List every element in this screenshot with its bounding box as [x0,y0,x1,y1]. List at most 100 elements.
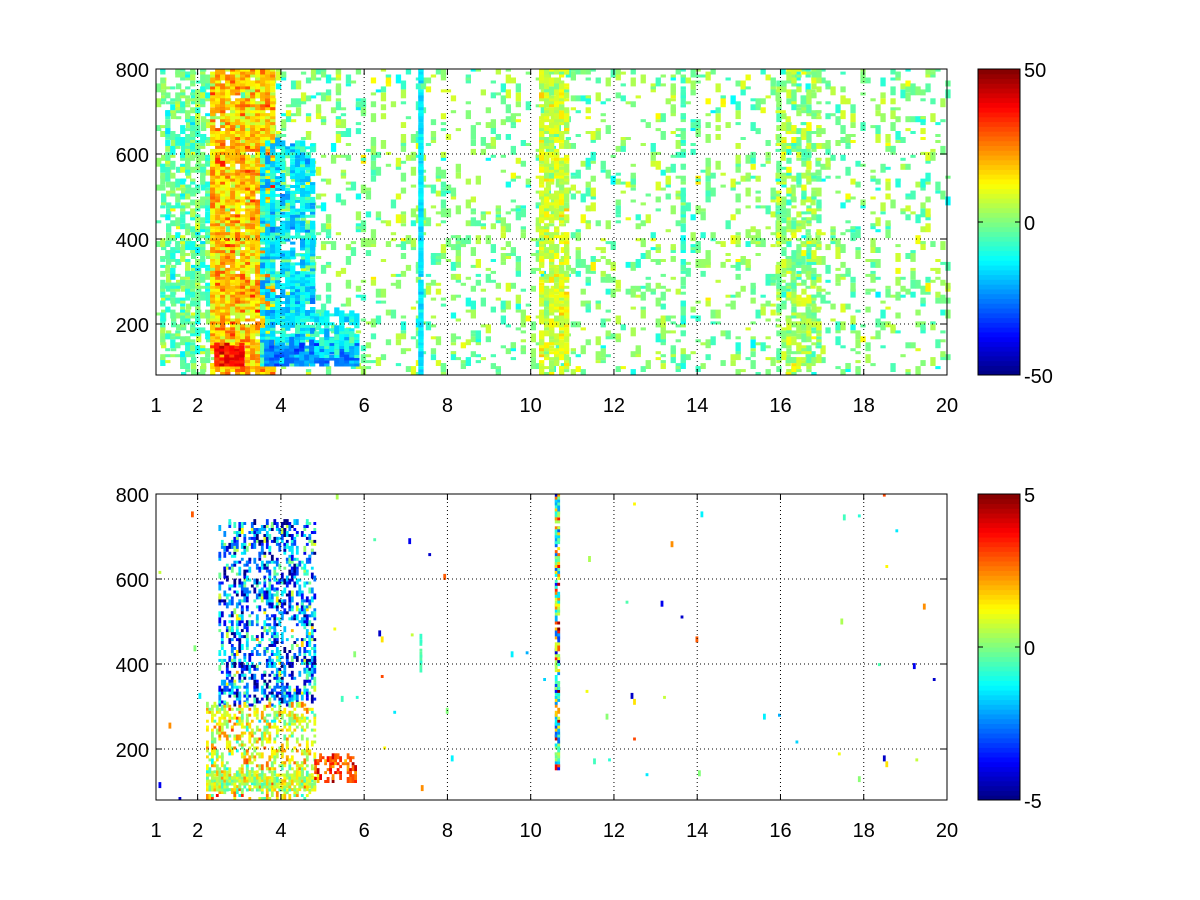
heatmap-cell [205,264,211,268]
heatmap-cell [275,134,282,137]
heatmap-cell [418,163,424,167]
heatmap-cell [695,315,701,322]
heatmap-cell [418,122,424,128]
heatmap-cell [230,113,236,123]
heatmap-cell [274,354,280,361]
heatmap-cell [355,294,362,298]
heatmap-cell [595,351,601,361]
heatmap-cell [786,166,792,173]
heatmap-cell [206,143,212,146]
heatmap-cell [165,172,171,182]
heatmap-cell [260,253,266,257]
heatmap-cell [170,172,176,179]
heatmap-cell [750,285,756,295]
heatmap-cell [786,291,792,298]
heatmap-cell [830,229,836,233]
heatmap-cell [715,134,721,140]
heatmap-cell [535,250,541,254]
heatmap-cell [215,175,221,179]
heatmap-cell [325,241,332,245]
heatmap-cell [280,173,286,177]
heatmap-cell [554,264,560,268]
heatmap-cell [870,223,876,227]
heatmap-cell [235,71,241,78]
heatmap-cell [329,355,335,358]
heatmap-cell [570,351,576,355]
heatmap-cell [235,303,241,307]
heatmap-cell [245,369,251,373]
heatmap-cell [240,259,246,262]
heatmap-cell [280,140,286,147]
heatmap-cell [425,77,432,84]
heatmap-cell [335,69,342,75]
heatmap-cell [715,107,721,114]
heatmap-cell [785,116,791,123]
heatmap-cell [310,318,316,322]
heatmap-cell [865,291,871,295]
heatmap-cell [755,205,761,209]
heatmap-cell [175,193,181,197]
heatmap-cell [240,169,246,173]
heatmap-cell [260,74,266,84]
heatmap-cell [190,288,196,298]
heatmap-cell [600,250,606,254]
heatmap-cell [225,288,231,292]
heatmap-cell [895,140,901,143]
heatmap-cell [825,327,831,334]
heatmap-cell [544,366,550,370]
heatmap-cell [285,342,292,346]
heatmap-cell [166,273,172,283]
heatmap-cell [650,160,656,167]
heatmap-cell [165,92,171,99]
heatmap-cell [418,279,424,283]
heatmap-cell [800,220,806,230]
heatmap-cell [280,315,286,319]
heatmap-cell [245,238,251,245]
heatmap-cell [820,357,826,364]
heatmap-cell [234,360,240,367]
heatmap-cell [570,107,576,111]
heatmap-cell [260,304,266,307]
heatmap-cell [305,250,311,260]
heatmap-cell [170,270,176,280]
heatmap-cell [418,187,424,194]
heatmap-cell [525,71,531,75]
heatmap-cell [730,184,736,191]
heatmap-cell [850,282,856,292]
heatmap-cell [660,324,666,334]
heatmap-cell [185,253,191,256]
heatmap-cell [305,310,311,316]
heatmap-cell [314,342,320,346]
heatmap-cell [385,163,392,167]
heatmap-cell [300,298,306,304]
heatmap-cell [255,131,261,134]
heatmap-cell [215,86,221,90]
heatmap-cell [230,339,236,343]
heatmap-cell [640,220,646,227]
heatmap-cell [418,261,424,265]
heatmap-cell [940,354,946,361]
heatmap-cell [544,273,550,280]
heatmap-cell [554,282,560,289]
heatmap-cell [544,285,550,289]
heatmap-cell [225,223,232,233]
heatmap-cell [480,89,486,96]
heatmap-cell [785,294,791,301]
heatmap-cell [290,193,296,197]
heatmap-cell [445,134,452,140]
heatmap-cell [600,345,606,349]
heatmap-cell [786,327,792,334]
heatmap-cell [315,166,322,176]
heatmap-cell [825,157,831,167]
heatmap-cell [660,363,666,369]
heatmap-cell [930,321,936,331]
heatmap-cell [360,157,367,161]
heatmap-cell [670,131,676,134]
heatmap-cell [665,193,671,200]
heatmap-cell [820,294,826,304]
heatmap-cell [170,333,176,337]
heatmap-cell [330,154,337,164]
heatmap-cell [460,282,466,286]
heatmap-cell [855,253,861,259]
heatmap-cell [210,309,216,313]
